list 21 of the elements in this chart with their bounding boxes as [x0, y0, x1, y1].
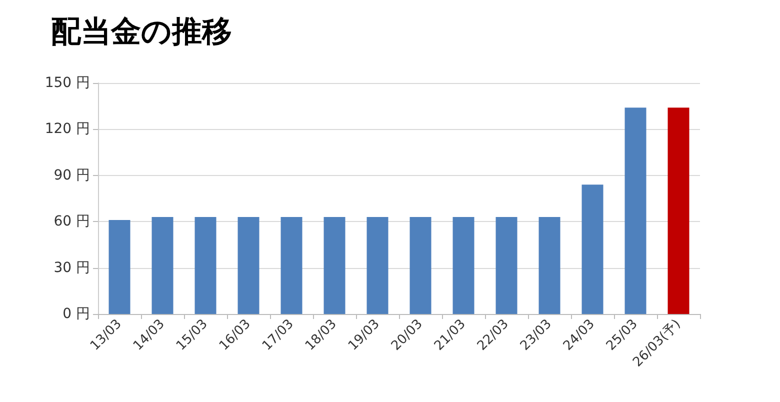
bar [280, 216, 302, 314]
y-tick-label: 30 円 [54, 260, 90, 276]
y-tick-label: 150 円 [44, 75, 90, 91]
y-tick-label: 60 円 [54, 214, 90, 230]
bar [108, 220, 130, 314]
y-tick-label: 120 円 [44, 121, 90, 138]
bar [324, 216, 346, 314]
bar [582, 184, 604, 314]
bar [496, 216, 518, 314]
y-tick-label: 0 円 [62, 306, 90, 322]
bar [410, 216, 432, 314]
bar [152, 216, 174, 314]
bar [452, 216, 474, 314]
bar [668, 108, 690, 314]
y-tick-label: 90 円 [54, 167, 90, 184]
chart-title: 配当金の推移 [51, 14, 232, 50]
bar [366, 216, 388, 314]
bar [238, 216, 260, 314]
bar [538, 216, 560, 314]
bar [624, 108, 646, 314]
bar [194, 216, 216, 314]
